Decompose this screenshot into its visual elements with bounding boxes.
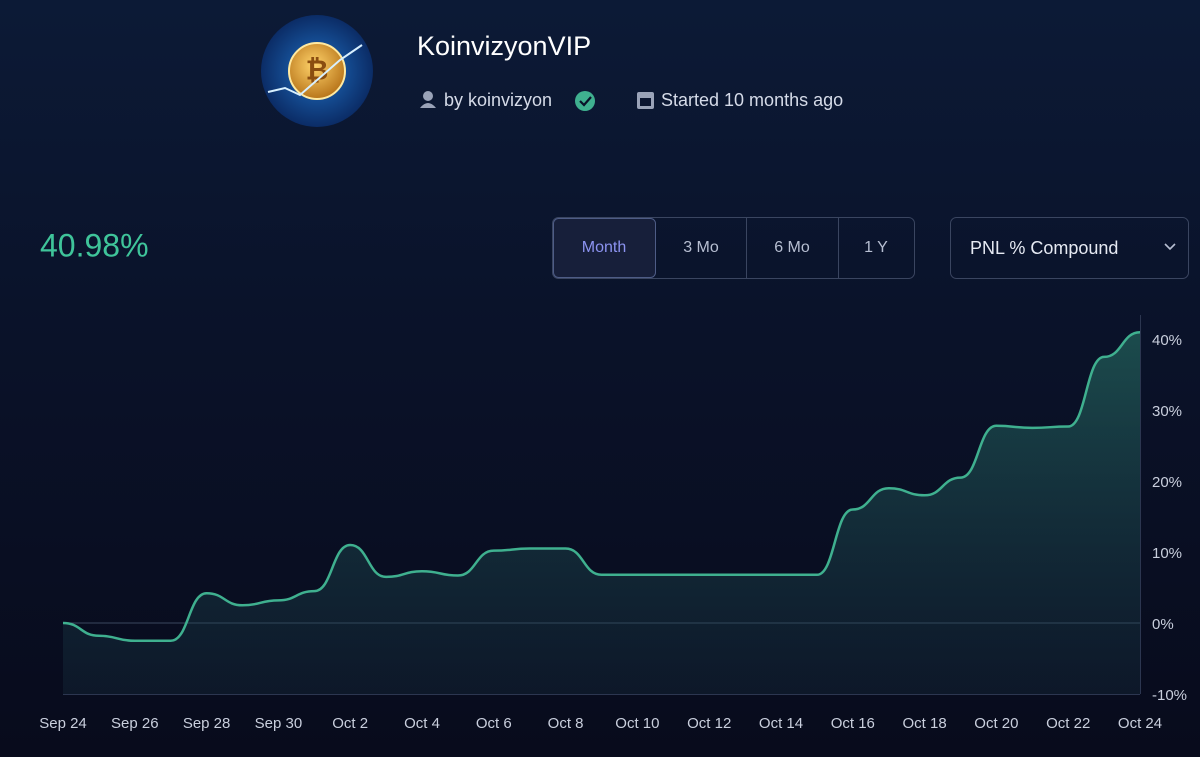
range-group bbox=[552, 217, 915, 279]
x-tick-label: Sep 26 bbox=[111, 715, 159, 732]
author[interactable]: by koinvizyon bbox=[444, 90, 552, 110]
verified-badge bbox=[575, 91, 595, 111]
area bbox=[63, 332, 1140, 694]
range-button[interactable]: 6 Mo bbox=[774, 239, 810, 256]
x-tick-label: Oct 4 bbox=[404, 715, 440, 732]
x-tick-label: Oct 14 bbox=[759, 715, 803, 732]
x-tick-label: Oct 6 bbox=[476, 715, 512, 732]
y-tick-label: 20% bbox=[1152, 474, 1182, 491]
y-tick-label: 30% bbox=[1152, 403, 1182, 420]
x-tick-label: Oct 12 bbox=[687, 715, 731, 732]
x-tick-label: Oct 20 bbox=[974, 715, 1018, 732]
x-tick-label: Sep 24 bbox=[39, 715, 87, 732]
calendar-icon bbox=[637, 92, 654, 109]
range-button[interactable]: 3 Mo bbox=[683, 239, 719, 256]
y-tick-label: 10% bbox=[1152, 545, 1182, 562]
user-icon bbox=[420, 91, 436, 108]
x-tick-label: Oct 22 bbox=[1046, 715, 1090, 732]
y-tick-label: 40% bbox=[1152, 332, 1182, 349]
y-tick-label: 0% bbox=[1152, 616, 1174, 633]
dropdown-chevron bbox=[1164, 243, 1176, 251]
metric-label[interactable]: PNL % Compound bbox=[970, 238, 1118, 258]
x-tick-label: Oct 18 bbox=[903, 715, 947, 732]
range-button[interactable]: 1 Y bbox=[864, 239, 888, 256]
pnl-value: 40.98% bbox=[40, 227, 149, 263]
x-tick-label: Oct 16 bbox=[831, 715, 875, 732]
svg-text:₿: ₿ bbox=[306, 54, 329, 85]
line bbox=[62, 330, 1141, 643]
x-tick-label: Sep 28 bbox=[183, 715, 231, 732]
range-button[interactable]: Month bbox=[582, 239, 626, 256]
x-tick-label: Sep 30 bbox=[255, 715, 303, 732]
channel-title: KoinvizyonVIP bbox=[417, 31, 591, 61]
y-tick-label: -10% bbox=[1152, 687, 1187, 704]
metric-dropdown[interactable] bbox=[950, 217, 1189, 279]
x-tick-label: Oct 8 bbox=[548, 715, 584, 732]
x-tick-label: Oct 10 bbox=[615, 715, 659, 732]
avatar: ₿ bbox=[261, 15, 373, 127]
started: Started 10 months ago bbox=[661, 90, 843, 110]
x-tick-label: Oct 2 bbox=[332, 715, 368, 732]
x-tick-label: Oct 24 bbox=[1118, 715, 1162, 732]
